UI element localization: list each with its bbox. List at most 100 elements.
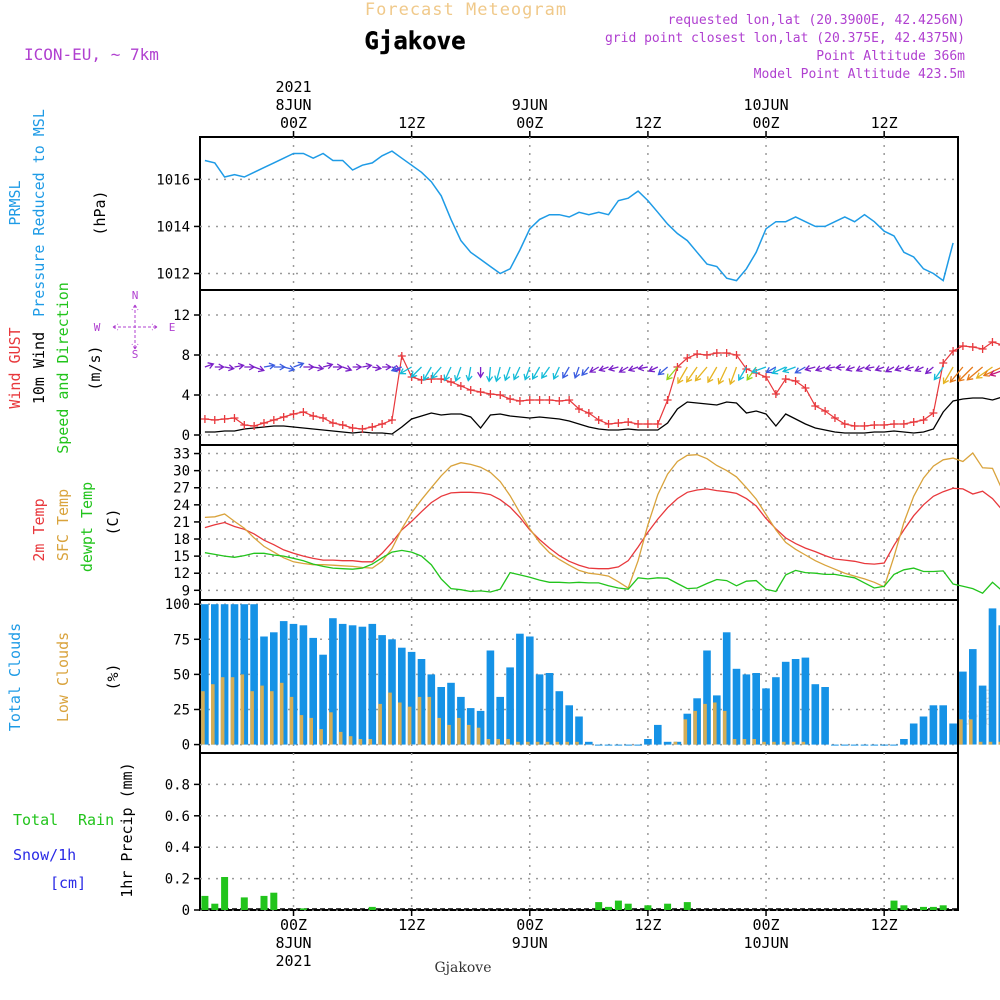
precip-legend-snow: Snow/1h [13, 846, 76, 864]
total-cloud-bar [565, 705, 573, 745]
y-tick-label: 12 [173, 566, 190, 582]
low-cloud-bar [703, 703, 707, 745]
wind-gust-marker [978, 345, 987, 353]
wind-gust-marker [289, 410, 298, 418]
precip-bar [644, 905, 652, 910]
total-cloud-bar [447, 682, 455, 745]
x-label-top: 10JUN [743, 96, 788, 114]
total-cloud-bar [201, 604, 209, 745]
low-cloud-bar [752, 739, 756, 745]
total-cloud-bar [811, 684, 820, 745]
low-cloud-bar [230, 677, 235, 745]
y-tick-label: 27 [173, 481, 190, 497]
wind-direction-arrow [362, 362, 373, 370]
precip-bar [368, 906, 376, 910]
wind-direction-arrow [410, 366, 422, 378]
y-tick-label: 50 [173, 667, 190, 683]
x-label-bottom: 12Z [871, 916, 898, 934]
wind-direction-arrow [694, 366, 708, 382]
precip-bar [683, 902, 691, 910]
pressure-label-desc: Pressure Reduced to MSL [30, 109, 48, 317]
wind-gust-marker [712, 349, 721, 357]
wind-direction-arrow [382, 363, 393, 371]
wind-gust-marker [397, 352, 406, 360]
y-tick-label: 0 [182, 738, 190, 754]
y-tick-label: 0.4 [165, 840, 190, 856]
low-cloud-bar [457, 717, 461, 745]
wind-direction-arrow [573, 366, 581, 379]
y-tick-label: 0 [182, 428, 190, 444]
total-cloud-bar [978, 685, 987, 745]
wind-gust-marker [909, 418, 918, 426]
low-cloud-bar [407, 706, 412, 745]
wind-gust-marker [653, 420, 662, 428]
low-cloud-bar [555, 741, 560, 745]
precip-legend-unit: [cm] [50, 874, 86, 892]
precip-bar [624, 903, 632, 910]
precip-bar [260, 895, 268, 910]
precip-bar [929, 906, 937, 910]
total-cloud-bar [585, 741, 593, 745]
precip-bar [890, 900, 898, 910]
total-cloud-bar [476, 710, 485, 745]
low-cloud-bar [279, 682, 284, 745]
wind-gust-marker [466, 386, 475, 394]
x-label-top: 12Z [398, 114, 425, 132]
wind-direction-arrow [523, 366, 531, 381]
wind-gust-marker [811, 402, 820, 410]
wind-gust-marker [575, 405, 583, 413]
total-cloud-bar [535, 674, 544, 745]
total-cloud-bar [890, 744, 898, 746]
low-clouds-label: Low Clouds [54, 632, 72, 722]
wind-gust-marker [663, 396, 672, 404]
wind-direction-arrow [313, 364, 325, 372]
low-cloud-bar [447, 724, 451, 745]
y-tick-label: 0.8 [165, 777, 190, 793]
low-cloud-bar [201, 691, 205, 745]
precip-bar [221, 877, 229, 910]
low-cloud-bar [516, 741, 520, 745]
footer-location: Gjakove [435, 960, 492, 976]
low-cloud-bar [545, 741, 550, 745]
low-cloud-bar [575, 741, 579, 745]
low-cloud-bar [329, 712, 333, 745]
y-tick-label: 4 [182, 388, 190, 404]
total-cloud-bar [850, 744, 859, 746]
low-cloud-bar [388, 692, 392, 745]
wind-direction-arrow [494, 366, 502, 383]
total-cloud-bar [398, 647, 406, 745]
total-cloud-bar [624, 744, 632, 746]
wind-gust-marker [791, 377, 800, 385]
precip-bar [664, 903, 672, 910]
model-label: ICON-EU, ~ 7km [24, 45, 159, 64]
precip-legend-rain: Rain [78, 811, 114, 829]
wind-gust-marker [279, 413, 288, 421]
precip-bar [270, 892, 278, 910]
y-tick-label: 0.2 [165, 872, 190, 888]
wind-gust-marker [673, 363, 682, 371]
wind-direction-arrow [647, 365, 659, 373]
total-cloud-bar [388, 639, 396, 745]
temp-2m-label: 2m Temp [30, 498, 48, 561]
total-cloud-bar [378, 635, 386, 745]
wind-gust-marker [486, 390, 495, 398]
wind-gust-marker [929, 409, 938, 417]
wind-gust-marker [968, 343, 977, 351]
total-cloud-bar [526, 636, 534, 745]
wind-direction-arrow [824, 364, 836, 372]
low-cloud-bar [211, 684, 215, 745]
wind-gust-marker [860, 422, 869, 430]
y-tick-label: 100 [165, 597, 190, 613]
total-cloud-bar [909, 723, 918, 745]
wind-gust-marker [348, 424, 357, 432]
compass-north: N [132, 289, 139, 302]
wind-direction-arrow [794, 366, 806, 374]
low-cloud-bar [565, 741, 569, 745]
wind-direction-arrow [855, 365, 865, 372]
wind-direction-arrow [454, 366, 462, 382]
x-label-bottom: 9JUN [512, 934, 548, 952]
wind-direction-arrow [942, 366, 954, 385]
wind-direction-arrow [966, 366, 984, 381]
wind-direction-arrow [894, 365, 905, 372]
